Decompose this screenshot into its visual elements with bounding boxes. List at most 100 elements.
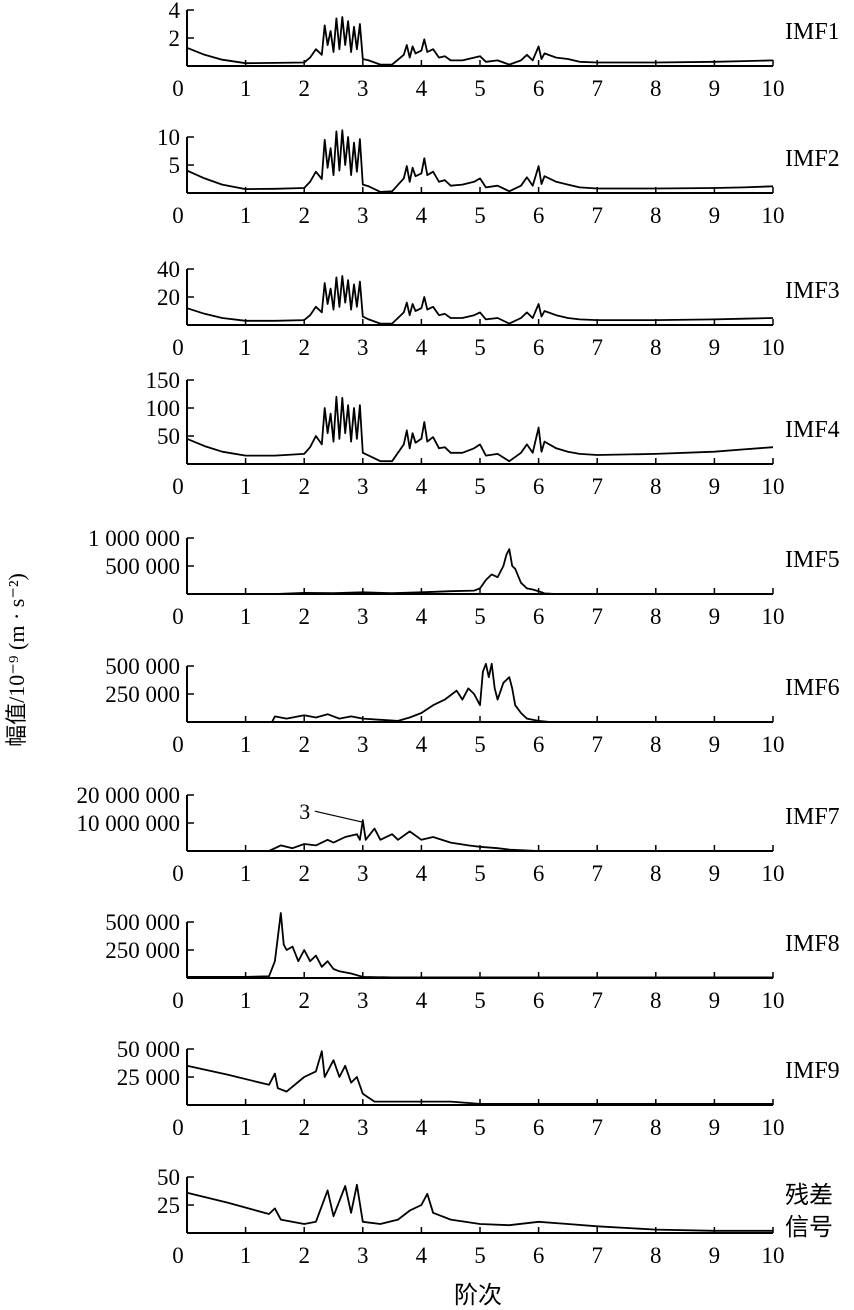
x-tick-label: 1	[240, 732, 252, 757]
x-tick-label: 5	[474, 474, 486, 499]
x-tick-label: 2	[298, 732, 310, 757]
x-tick-label: 8	[650, 76, 662, 101]
x-tick-label: 6	[533, 1115, 545, 1140]
y-tick-label: 20	[157, 285, 180, 310]
x-tick-label: 2	[298, 861, 310, 886]
x-tick-label: 0	[172, 76, 184, 101]
x-tick-label: 8	[650, 1243, 662, 1268]
x-tick-label: 7	[591, 861, 603, 886]
panel-label: 信号	[785, 1214, 833, 1241]
y-tick-label: 50	[157, 1165, 180, 1190]
x-tick-label: 1	[240, 861, 252, 886]
x-tick-label: 9	[709, 203, 721, 228]
x-tick-label: 0	[172, 604, 184, 629]
panel-9: 0 1 2 3 4 5 6 7 8 9 10 25 000 50 000 IMF9	[117, 1037, 840, 1140]
x-tick-label: 5	[474, 1115, 486, 1140]
y-tick-label: 250 000	[105, 938, 180, 963]
series-line-9	[186, 1050, 773, 1105]
series-line-7	[187, 819, 773, 852]
x-tick-label: 7	[591, 335, 603, 360]
x-tick-label: 9	[709, 604, 721, 629]
y-tick-label: 500 000	[105, 654, 180, 679]
x-tick-label: 9	[709, 1115, 721, 1140]
x-tick-label: 3	[357, 1243, 369, 1268]
x-tick-label: 8	[650, 1115, 662, 1140]
x-tick-label: 5	[474, 604, 486, 629]
x-tick-label: 2	[298, 335, 310, 360]
x-tick-label: 10	[762, 1115, 785, 1140]
x-tick-label: 4	[416, 1243, 428, 1268]
x-tick-label: 10	[762, 203, 785, 228]
x-tick-label: 1	[240, 1243, 252, 1268]
panel-label: IMF4	[785, 417, 840, 443]
x-tick-label: 7	[591, 988, 603, 1013]
panel-label: IMF8	[785, 931, 840, 957]
x-tick-label: 3	[357, 732, 369, 757]
panel-4: 0 1 2 3 4 5 6 7 8 9 10 50 100 150 IMF4	[146, 368, 840, 499]
panel-3: 0 1 2 3 4 5 6 7 8 9 10 20 40 IMF3	[157, 257, 840, 360]
y-axis-label: 幅值/10⁻⁹ (m · s⁻²)	[4, 573, 29, 747]
y-tick-label: 250 000	[105, 682, 180, 707]
panel-label: IMF3	[785, 278, 840, 304]
x-tick-label: 8	[650, 203, 662, 228]
series-line-6	[187, 662, 773, 723]
y-tick-label: 500 000	[105, 910, 180, 935]
x-tick-label: 4	[416, 335, 428, 360]
x-tick-label: 3	[357, 1115, 369, 1140]
x-tick-label: 0	[172, 988, 184, 1013]
x-tick-label: 6	[533, 861, 545, 886]
y-tick-label: 4	[169, 0, 181, 23]
x-tick-label: 3	[357, 861, 369, 886]
x-tick-label: 2	[298, 1243, 310, 1268]
x-tick-label: 7	[591, 604, 603, 629]
series-line-3	[186, 275, 774, 325]
x-tick-label: 7	[591, 1115, 603, 1140]
x-tick-label: 0	[172, 474, 184, 499]
x-tick-label: 10	[762, 76, 785, 101]
series-line-4	[186, 395, 774, 463]
panel-label: 残差	[785, 1182, 833, 1209]
x-tick-label: 5	[474, 861, 486, 886]
y-tick-label: 500 000	[105, 554, 180, 579]
x-tick-label: 0	[172, 1115, 184, 1140]
x-tick-label: 8	[650, 732, 662, 757]
x-tick-label: 2	[298, 604, 310, 629]
y-tick-label: 25 000	[117, 1065, 180, 1090]
x-tick-label: 6	[533, 604, 545, 629]
x-tick-label: 3	[357, 203, 369, 228]
y-tick-label: 5	[169, 153, 181, 178]
panel-1: 0 1 2 3 4 5 6 7 8 9 10 2 4 IMF1	[169, 0, 840, 101]
panel-8: 0 1 2 3 4 5 6 7 8 9 10 250 000 500 000 IMF8	[105, 910, 839, 1013]
x-tick-label: 7	[591, 474, 603, 499]
x-tick-label: 2	[298, 76, 310, 101]
panel-label: IMF9	[785, 1058, 840, 1084]
x-tick-label: 4	[416, 1115, 428, 1140]
series-line-8	[187, 912, 773, 979]
x-tick-label: 9	[709, 474, 721, 499]
x-tick-label: 3	[357, 76, 369, 101]
x-tick-label: 6	[533, 76, 545, 101]
x-tick-label: 6	[533, 474, 545, 499]
x-tick-label: 2	[298, 203, 310, 228]
x-tick-label: 1	[240, 1115, 252, 1140]
panel-label: IMF6	[785, 675, 840, 701]
panel-label: IMF7	[785, 804, 840, 830]
x-tick-label: 5	[474, 76, 486, 101]
x-tick-label: 5	[474, 988, 486, 1013]
annotation-leader-line	[314, 810, 363, 823]
x-tick-label: 10	[762, 861, 785, 886]
y-tick-label: 20 000 000	[77, 783, 181, 808]
x-tick-label: 6	[533, 203, 545, 228]
x-tick-label: 7	[591, 1243, 603, 1268]
x-tick-label: 2	[298, 1115, 310, 1140]
x-tick-label: 4	[416, 604, 428, 629]
series-line-5	[187, 548, 773, 595]
x-tick-label: 3	[357, 988, 369, 1013]
x-tick-label: 3	[357, 474, 369, 499]
x-tick-label: 10	[762, 1243, 785, 1268]
x-tick-label: 7	[591, 203, 603, 228]
x-tick-label: 1	[240, 988, 252, 1013]
x-tick-label: 1	[240, 604, 252, 629]
